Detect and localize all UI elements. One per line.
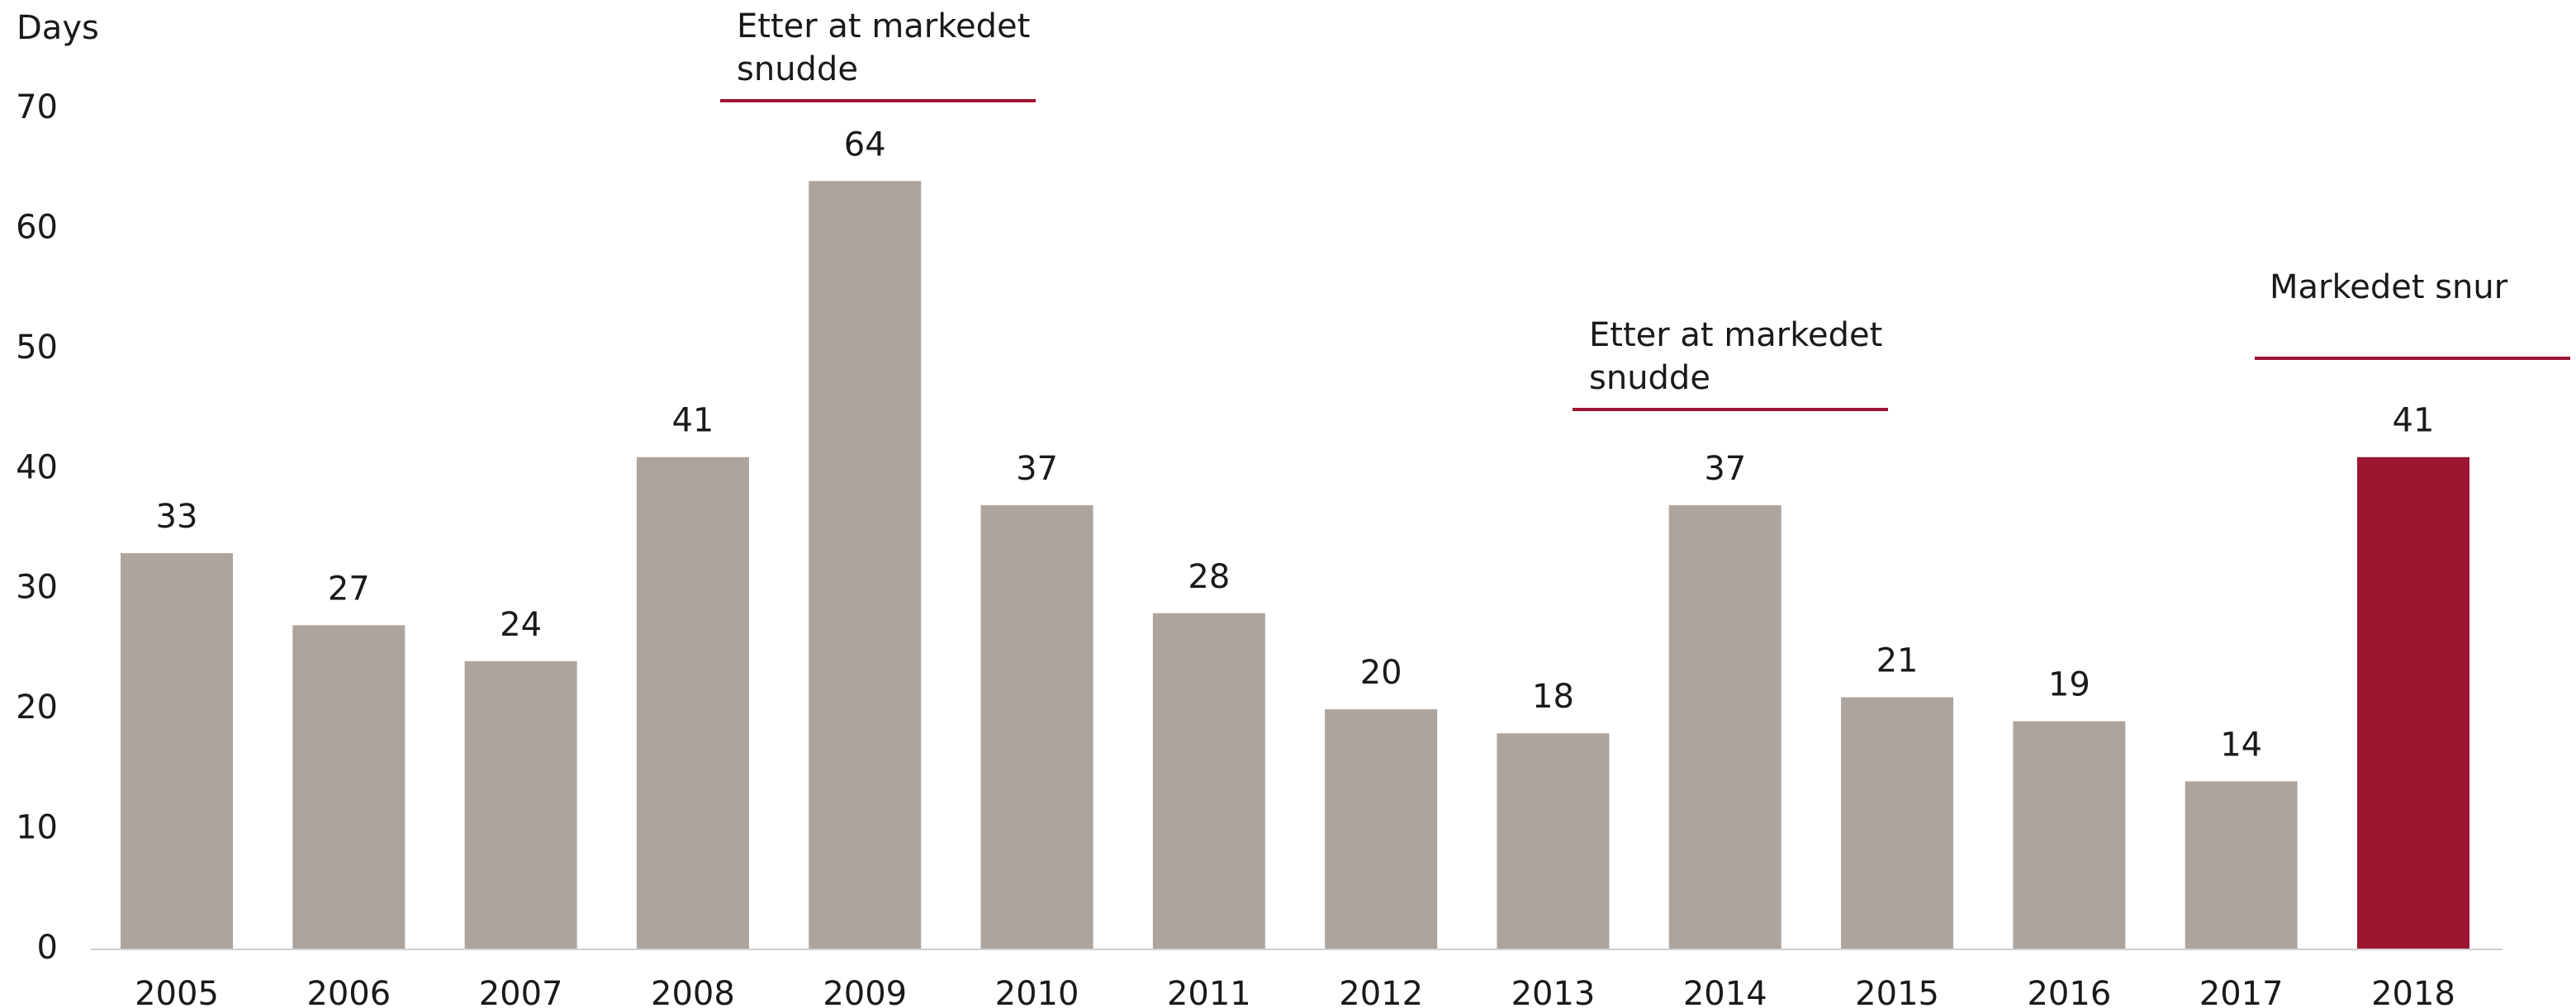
value-label: 41 [671, 402, 714, 440]
value-label: 64 [844, 125, 886, 163]
value-label: 37 [1704, 450, 1746, 488]
x-tick-label: 2013 [1511, 975, 1596, 1008]
y-tick-label: 0 [37, 929, 58, 967]
value-label: 20 [1360, 654, 1402, 692]
bar [1841, 697, 1954, 949]
value-label: 27 [328, 570, 370, 608]
annotation-text: Markedet snur [2270, 268, 2508, 306]
bar [2013, 721, 2126, 949]
bar [809, 181, 922, 949]
value-label: 19 [2048, 666, 2090, 704]
bar [1152, 613, 1265, 949]
annotation-text: Etter at markedet [1589, 316, 1882, 354]
value-label: 33 [156, 498, 198, 536]
bar [1325, 709, 1438, 949]
value-label: 21 [1876, 642, 1919, 680]
annotation-text: snudde [737, 50, 858, 88]
y-tick-label: 20 [16, 689, 58, 726]
value-label: 18 [1532, 678, 1574, 716]
bar [980, 504, 1093, 949]
bar [2357, 457, 2469, 949]
x-tick-label: 2018 [2371, 975, 2455, 1008]
x-tick-label: 2011 [1167, 975, 1251, 1008]
x-tick-label: 2017 [2199, 975, 2284, 1008]
bar [292, 625, 406, 949]
bar [636, 457, 749, 949]
y-tick-label: 40 [16, 448, 58, 486]
y-tick-label: 60 [16, 208, 58, 246]
x-tick-label: 2007 [479, 975, 563, 1008]
bar [121, 553, 233, 949]
x-tick-label: 2008 [651, 975, 735, 1008]
x-tick-label: 2006 [306, 975, 391, 1008]
bar [1668, 504, 1781, 949]
x-tick-label: 2010 [995, 975, 1079, 1008]
value-label: 24 [500, 606, 542, 644]
y-tick-label: 30 [16, 569, 58, 607]
y-axis-label: Days [17, 9, 99, 47]
y-tick-label: 10 [16, 809, 58, 847]
x-tick-label: 2009 [823, 975, 907, 1008]
value-label: 37 [1016, 450, 1058, 488]
x-tick-label: 2014 [1683, 975, 1767, 1008]
x-tick-label: 2016 [2027, 975, 2111, 1008]
annotation-text: Etter at markedet [737, 7, 1030, 45]
value-label: 41 [2393, 402, 2435, 440]
bar [1497, 733, 1610, 949]
y-tick-label: 70 [16, 88, 58, 126]
x-tick-label: 2005 [135, 975, 219, 1008]
bar [2185, 781, 2298, 949]
x-tick-label: 2015 [1855, 975, 1939, 1008]
bar [464, 660, 577, 949]
annotation-text: snudde [1589, 359, 1710, 397]
x-tick-label: 2012 [1339, 975, 1423, 1008]
y-tick-label: 50 [16, 329, 58, 367]
value-label: 28 [1188, 558, 1230, 596]
value-label: 14 [2220, 726, 2262, 764]
